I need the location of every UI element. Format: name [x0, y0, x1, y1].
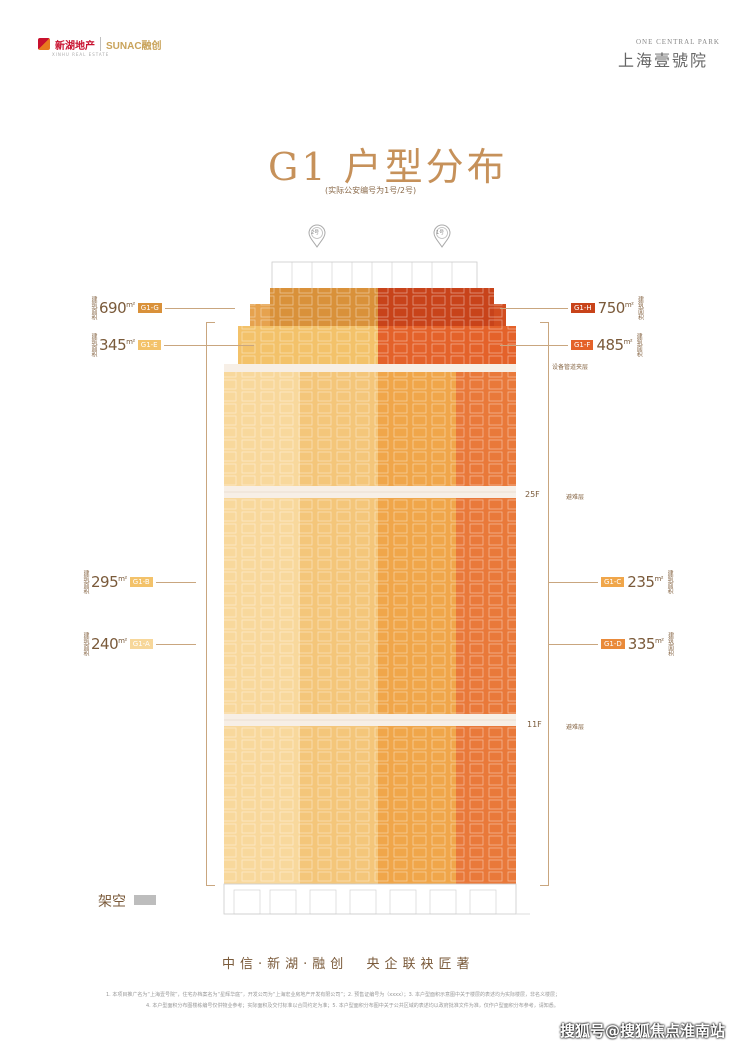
watermark: 搜狐号@搜狐焦点淮南站: [560, 1022, 726, 1040]
right-unit-g1-c: G1-C 235m² 建筑面积: [548, 570, 673, 594]
refuge-floor-upper-note: 避难层: [566, 494, 585, 501]
tag-g1-e: G1-E: [137, 340, 161, 350]
right-unit-g1-d: G1-D 335m² 建筑面积: [548, 632, 674, 656]
right-bracket: [540, 322, 549, 886]
brand-sunac: SUNAC融创: [106, 40, 162, 52]
map-pin-icon: [433, 224, 451, 248]
tag-g1-d: G1-D: [601, 639, 625, 649]
right-unit-g1-h: G1-H 750m² 建筑面积: [500, 296, 643, 320]
equipment-floor-note: 设备管道夹层: [552, 364, 589, 371]
leader-line: [500, 344, 568, 346]
floor-25f: 25F: [525, 490, 540, 499]
left-unit-g1-g: 建筑面积 690m² G1-G: [90, 296, 235, 320]
brand-xinhu-sub: XINHU REAL ESTATE: [52, 52, 110, 57]
disclaimer-line-1: 1. 本项目推广名为“上海壹号院”，住宅办档案名为“星辉华庭”，开发公司为“上海…: [106, 992, 560, 998]
brand-divider: [100, 37, 101, 51]
floor-11f: 11F: [527, 720, 542, 729]
pin-label: 2号: [311, 230, 320, 236]
leader-line: [155, 643, 196, 645]
tag-g1-f: G1-F: [571, 340, 594, 350]
ground-label: 架空: [98, 894, 126, 910]
project-en: ONE CENTRAL PARK: [636, 38, 720, 46]
rooftop-frame: [271, 261, 478, 293]
leader-line: [163, 344, 254, 346]
pin-label: 1号: [436, 230, 445, 236]
tag-g1-c: G1-C: [601, 577, 625, 587]
disclaimer-line-2: 4. 本户型面积分布图楼栋编号仅供物业参考；实际面积及交付标准以合同约定为准；5…: [146, 1003, 559, 1009]
building-illustration: [223, 261, 530, 915]
left-bracket: [206, 322, 215, 886]
xinhu-logo-icon: [38, 38, 50, 50]
tag-g1-h: G1-H: [571, 303, 595, 313]
partners-slogan: 中信·新湖·融创 央企联袂匠著: [222, 957, 475, 972]
leader-line: [500, 307, 568, 309]
left-unit-g1-a: 建筑面积 240m² G1-A: [82, 632, 196, 656]
tag-g1-g: G1-G: [137, 303, 162, 313]
left-unit-g1-e: 建筑面积 345m² G1-E: [90, 333, 254, 357]
map-pin-icon: [308, 224, 326, 248]
tag-g1-b: G1-B: [129, 577, 153, 587]
pin-building-2: 2号: [307, 224, 327, 248]
ground-legend-swatch: [134, 895, 156, 905]
leader-line: [548, 643, 598, 645]
leader-line: [548, 581, 598, 583]
page-title: G1 户型分布: [268, 145, 508, 189]
refuge-floor-lower-note: 避难层: [566, 724, 585, 731]
ground-floor: [223, 883, 517, 915]
brand-xinhu: 新湖地产: [55, 40, 95, 52]
project-cn: 上海壹號院: [618, 51, 709, 70]
pin-building-1: 1号: [432, 224, 452, 248]
page-subtitle: (实际公安编号为1号/2号): [325, 186, 417, 195]
equipment-floor-band: [224, 364, 516, 372]
tag-g1-a: G1-A: [129, 639, 153, 649]
header-brand: 新湖地产 SUNAC融创: [38, 36, 162, 52]
leader-line: [164, 307, 235, 309]
left-unit-g1-b: 建筑面积 295m² G1-B: [82, 570, 196, 594]
leader-line: [155, 581, 196, 583]
right-unit-g1-f: G1-F 485m² 建筑面积: [500, 333, 642, 357]
